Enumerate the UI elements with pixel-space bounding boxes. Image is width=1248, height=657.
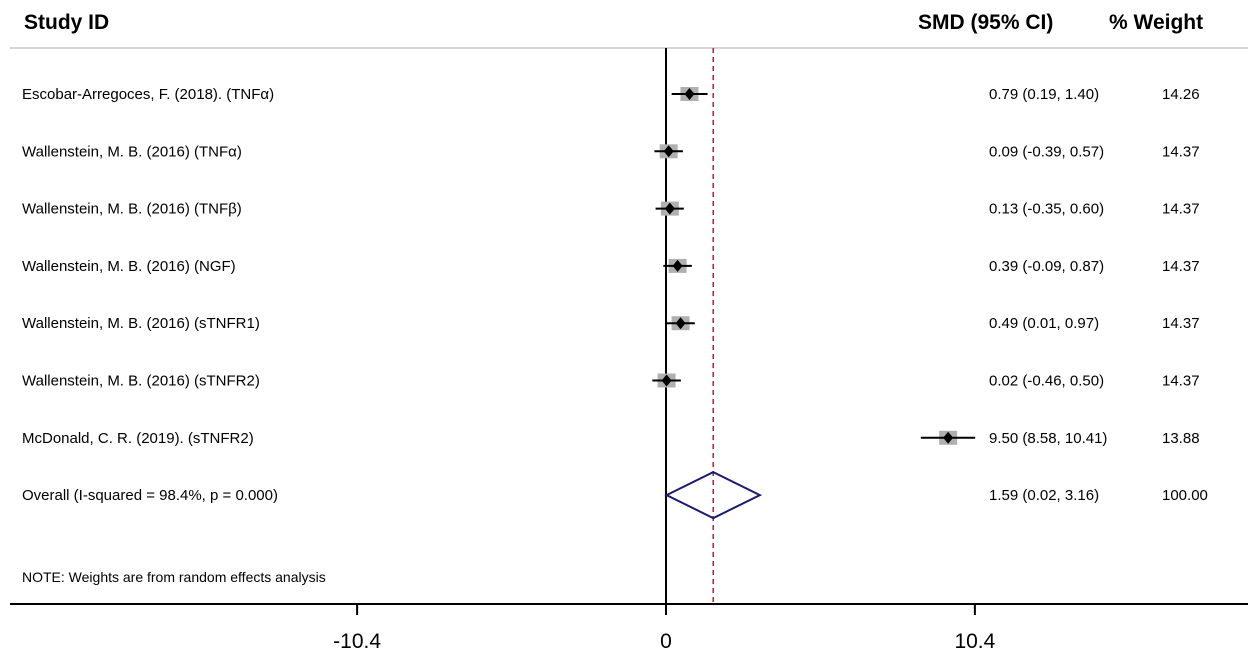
point-estimate-marker (672, 259, 683, 272)
weight-value: 14.37 (1162, 258, 1200, 275)
header-weight: % Weight (1109, 11, 1203, 34)
study-label: Wallenstein, M. B. (2016) (sTNFR1) (22, 315, 260, 332)
overall-diamond (664, 470, 763, 520)
smd-ci-value: 0.79 (0.19, 1.40) (989, 86, 1099, 103)
overall-weight-value: 100.00 (1162, 487, 1208, 504)
point-estimate-marker (943, 431, 954, 444)
study-label: Wallenstein, M. B. (2016) (TNFα) (22, 143, 242, 160)
study-rows: Escobar-Arregoces, F. (2018). (TNFα) 0.79… (22, 86, 1200, 447)
point-estimate-marker (684, 88, 695, 100)
weight-value: 14.26 (1162, 86, 1200, 103)
overall-smd-ci-value: 1.59 (0.02, 3.16) (989, 487, 1099, 504)
overall-label: Overall (I-squared = 98.4%, p = 0.000) (22, 487, 278, 504)
study-label: Wallenstein, M. B. (2016) (TNFβ) (22, 201, 242, 218)
study-label: Wallenstein, M. B. (2016) (NGF) (22, 258, 236, 275)
smd-ci-value: 0.39 (-0.09, 0.87) (989, 258, 1104, 275)
point-estimate-marker (664, 202, 675, 215)
point-estimate-marker (675, 317, 686, 330)
study-label: McDonald, C. R. (2019). (sTNFR2) (22, 430, 254, 447)
weight-value: 14.37 (1162, 201, 1200, 218)
study-label: Escobar-Arregoces, F. (2018). (TNFα) (22, 86, 274, 103)
overall-row: Overall (I-squared = 98.4%, p = 0.000) 1.… (22, 470, 1208, 520)
smd-ci-value: 0.02 (-0.46, 0.50) (989, 373, 1104, 390)
weight-value: 14.37 (1162, 315, 1200, 332)
smd-ci-value: 0.09 (-0.39, 0.57) (989, 143, 1104, 160)
point-estimate-marker (661, 374, 672, 387)
smd-ci-value: 0.13 (-0.35, 0.60) (989, 201, 1104, 218)
header-study-id: Study ID (24, 11, 109, 34)
smd-ci-value: 9.50 (8.58, 10.41) (989, 430, 1107, 447)
note-text: NOTE: Weights are from random effects an… (22, 569, 326, 585)
x-tick-label: -10.4 (333, 630, 381, 653)
x-tick-label: 0 (660, 630, 672, 653)
study-label: Wallenstein, M. B. (2016) (sTNFR2) (22, 373, 260, 390)
weight-value: 14.37 (1162, 143, 1200, 160)
weight-value: 13.88 (1162, 430, 1200, 447)
weight-value: 14.37 (1162, 373, 1200, 390)
point-estimate-marker (663, 145, 674, 158)
header-smd-ci: SMD (95% CI) (918, 11, 1053, 34)
x-tick-label: 10.4 (954, 630, 995, 653)
smd-ci-value: 0.49 (0.01, 0.97) (989, 315, 1099, 332)
x-axis-ticks: -10.4 0 10.4 (333, 604, 996, 653)
